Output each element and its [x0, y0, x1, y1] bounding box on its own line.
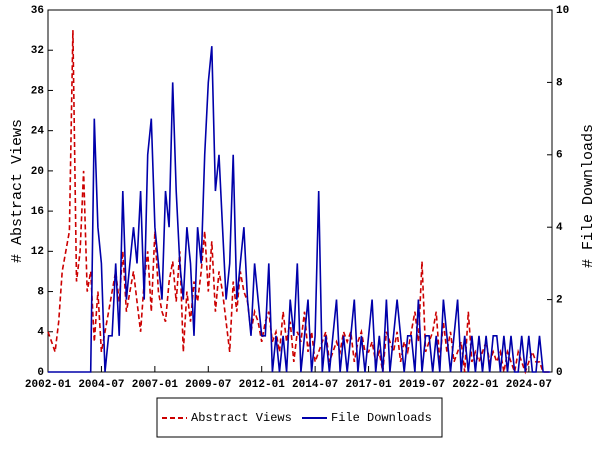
legend-label: File Downloads — [331, 411, 432, 425]
y-tick-label: 20 — [31, 166, 44, 178]
y2-tick-label: 4 — [556, 222, 563, 234]
legend-box — [156, 397, 443, 438]
x-tick-label: 2012-01 — [239, 379, 286, 391]
y-tick-label: 24 — [31, 126, 45, 138]
x-tick-label: 2009-07 — [185, 379, 231, 391]
y-tick-label: 12 — [31, 246, 44, 258]
plot-frame — [47, 9, 553, 373]
x-tick-label: 2004-07 — [78, 379, 124, 391]
x-tick-label: 2024-07 — [506, 379, 552, 391]
legend-label: Abstract Views — [191, 411, 292, 425]
y-tick-label: 32 — [31, 45, 44, 57]
y-tick-label: 4 — [37, 327, 44, 339]
y2-tick-label: 6 — [556, 150, 563, 162]
y2-tick-label: 8 — [556, 77, 563, 89]
y-tick-label: 28 — [31, 85, 45, 97]
x-tick-label: 2022-01 — [452, 379, 499, 391]
y-tick-label: 16 — [31, 206, 44, 218]
y2-tick-label: 0 — [556, 367, 563, 379]
x-tick-label: 2007-01 — [132, 379, 179, 391]
y-tick-label: 0 — [37, 367, 44, 379]
y-tick-label: 8 — [37, 286, 44, 298]
x-tick-label: 2017-01 — [345, 379, 392, 391]
x-tick-label: 2002-01 — [25, 379, 72, 391]
x-tick-label: 2014-07 — [292, 379, 338, 391]
y2-tick-label: 2 — [556, 295, 563, 307]
series-line — [47, 30, 551, 376]
x-tick-label: 2019-07 — [399, 379, 445, 391]
y2-tick-label: 10 — [556, 5, 569, 17]
y2-axis-label: # File Downloads — [580, 124, 597, 268]
y-axis-label: # Abstract Views — [9, 119, 26, 263]
y-tick-label: 36 — [31, 5, 44, 17]
series-line — [48, 46, 551, 373]
